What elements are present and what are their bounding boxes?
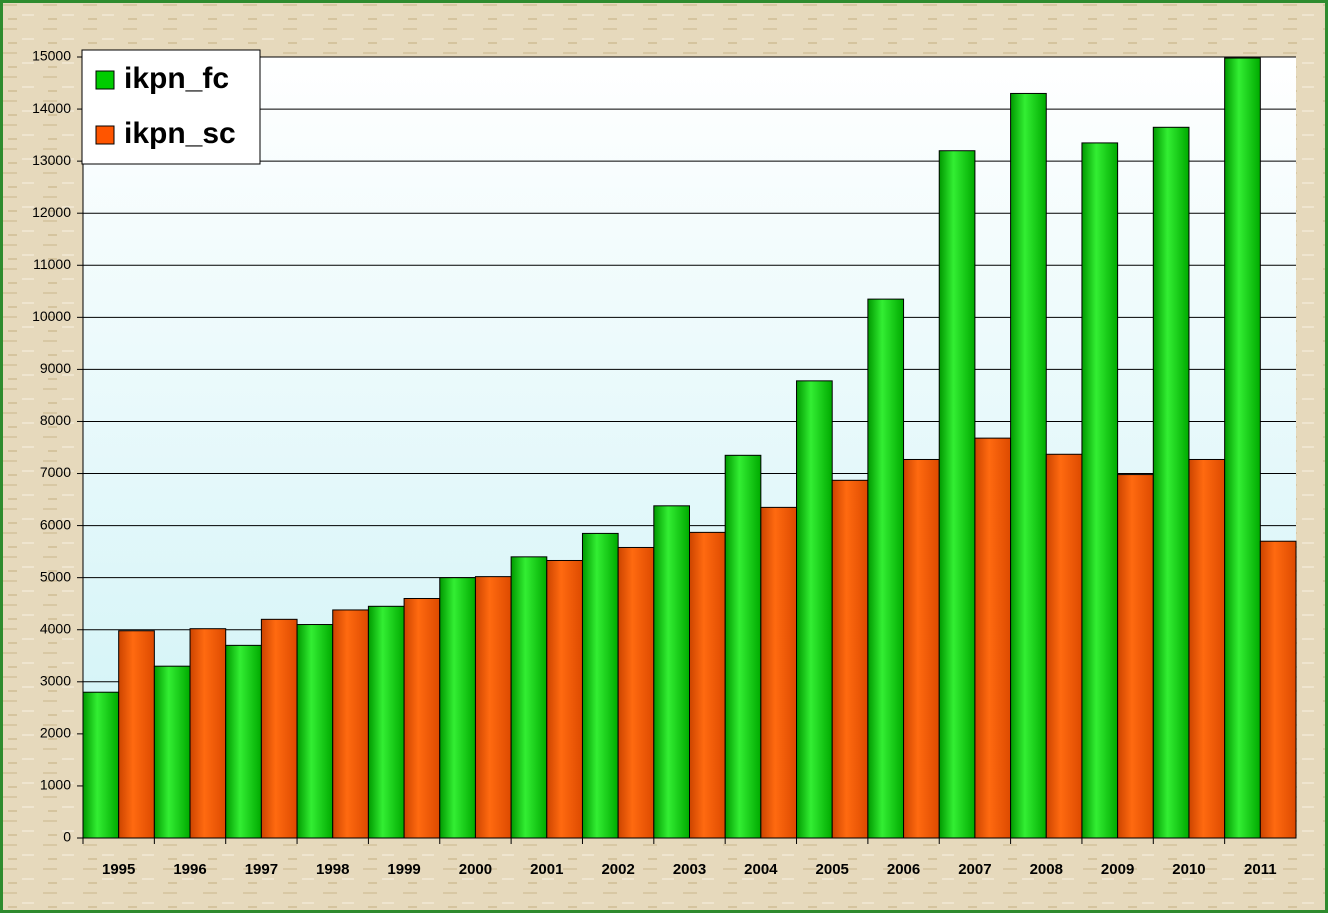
x-tick-label: 2006	[887, 861, 920, 878]
bar	[760, 506, 798, 839]
bar	[689, 531, 726, 839]
bar	[403, 597, 441, 839]
bar	[1117, 474, 1154, 839]
y-tick-label: 13000	[32, 152, 71, 168]
y-tick-label: 9000	[40, 360, 71, 376]
y-tick-label: 10000	[32, 308, 71, 324]
y-tick-label: 14000	[32, 100, 71, 116]
legend-box	[81, 49, 261, 165]
bar	[581, 532, 619, 839]
bar	[831, 479, 869, 839]
bar	[296, 624, 334, 839]
bar	[1045, 453, 1083, 839]
bar	[724, 454, 762, 839]
y-tick-label: 2000	[40, 725, 71, 741]
x-tick-label: 2011	[1244, 861, 1277, 878]
x-tick-label: 2001	[530, 861, 563, 878]
bar	[617, 546, 655, 839]
bar	[796, 380, 833, 839]
y-tick-label: 1000	[40, 777, 71, 793]
x-tick-label: 2008	[1030, 861, 1063, 878]
bar	[332, 609, 369, 839]
x-tick-label: 2000	[459, 861, 492, 878]
legend-label: ikpn_sc	[124, 117, 236, 150]
bar	[938, 150, 976, 839]
bar	[974, 437, 1012, 839]
bar	[1081, 142, 1119, 839]
bar	[867, 298, 905, 839]
y-tick-label: 11000	[33, 256, 71, 272]
bar	[1259, 540, 1297, 839]
bar	[189, 628, 227, 839]
bar	[1152, 126, 1190, 839]
x-tick-label: 2010	[1172, 861, 1205, 878]
bar	[653, 505, 691, 839]
bar	[153, 665, 191, 839]
x-tick-label: 2007	[958, 861, 991, 878]
x-tick-label: 2005	[816, 861, 849, 878]
bar	[260, 618, 298, 839]
y-tick-label: 5000	[40, 568, 71, 584]
bar	[1010, 92, 1047, 839]
y-tick-label: 12000	[32, 204, 71, 220]
y-tick-label: 0	[63, 829, 71, 845]
bar	[510, 556, 548, 839]
x-tick-label: 2003	[673, 861, 706, 878]
y-tick-label: 6000	[40, 516, 71, 532]
legend-swatch	[95, 70, 115, 90]
legend-label: ikpn_fc	[124, 62, 229, 95]
bar	[1224, 57, 1261, 839]
x-tick-label: 2009	[1101, 861, 1134, 878]
y-tick-label: 7000	[40, 464, 71, 480]
y-tick-label: 8000	[40, 412, 71, 428]
x-tick-label: 2004	[744, 861, 778, 878]
bar	[118, 630, 155, 839]
x-tick-label: 1999	[387, 861, 420, 878]
x-tick-label: 2002	[601, 861, 634, 878]
bar	[82, 691, 120, 839]
x-tick-label: 1998	[316, 861, 349, 878]
x-tick-label: 1995	[102, 861, 135, 878]
x-tick-label: 1997	[245, 861, 278, 878]
y-tick-label: 4000	[40, 620, 71, 636]
legend-swatch	[95, 125, 115, 145]
bar	[546, 559, 583, 839]
x-tick-label: 1996	[173, 861, 206, 878]
bar	[474, 576, 512, 839]
y-tick-label: 3000	[40, 673, 71, 689]
bar	[903, 458, 940, 839]
bar	[1188, 458, 1226, 839]
y-tick-label: 15000	[32, 48, 71, 64]
bar	[367, 605, 405, 839]
bar	[439, 577, 476, 839]
bar	[225, 644, 262, 839]
